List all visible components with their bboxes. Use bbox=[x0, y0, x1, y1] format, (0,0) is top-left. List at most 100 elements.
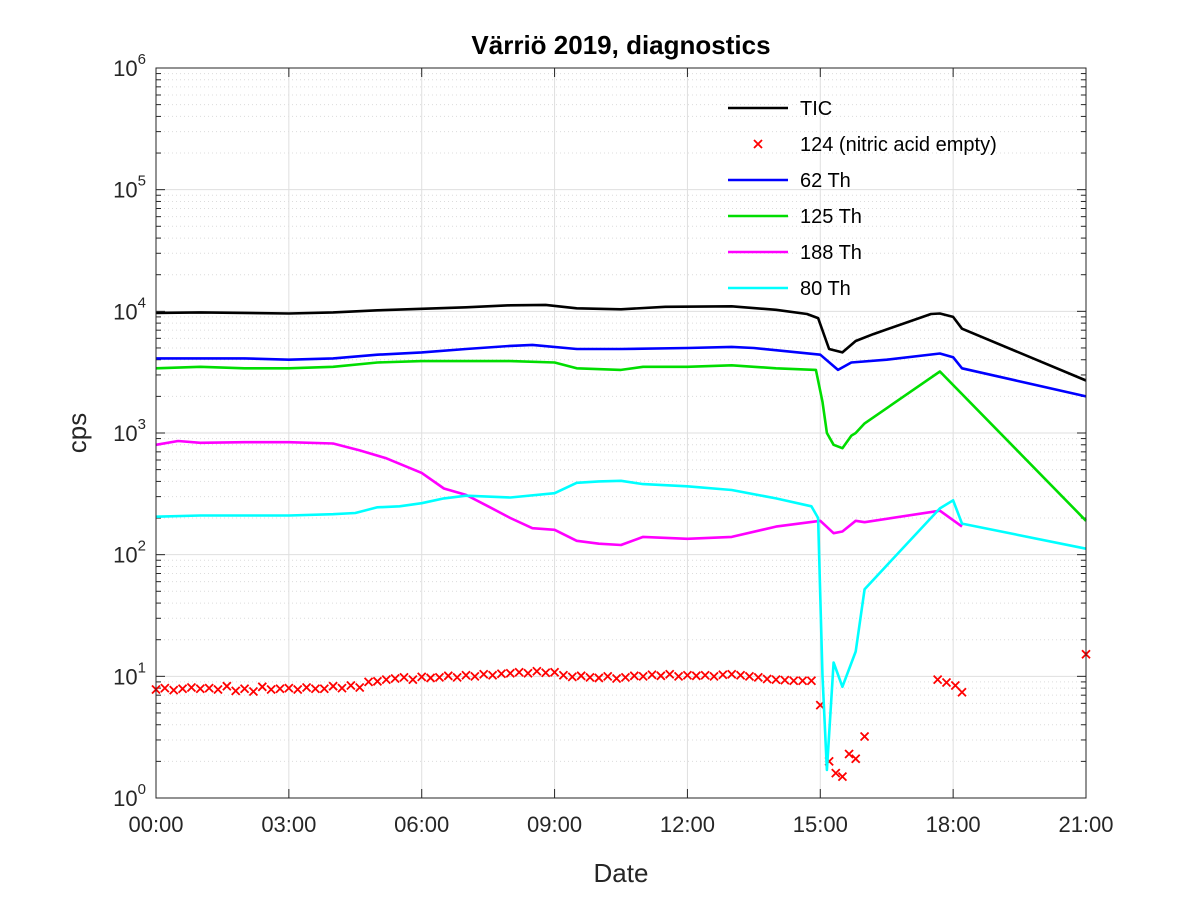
data-point bbox=[576, 671, 586, 681]
data-point bbox=[470, 671, 480, 681]
data-point bbox=[337, 683, 347, 693]
y-tick-label: 101 bbox=[113, 659, 146, 689]
chart-title: Värriö 2019, diagnostics bbox=[471, 30, 770, 60]
data-point bbox=[452, 672, 462, 683]
x-tick-label: 00:00 bbox=[128, 812, 183, 837]
data-point bbox=[629, 671, 639, 681]
legend-item-62-th: 62 Th bbox=[728, 170, 851, 192]
y-tick-base: 10 bbox=[113, 421, 137, 446]
series-line bbox=[155, 479, 1087, 772]
data-point bbox=[169, 685, 179, 695]
x-tick-label: 09:00 bbox=[527, 812, 582, 837]
data-point bbox=[505, 668, 515, 678]
data-point bbox=[957, 687, 967, 697]
data-point bbox=[933, 674, 943, 685]
y-tick-exponent: 4 bbox=[138, 294, 146, 311]
legend-label: 188 Th bbox=[800, 242, 862, 264]
data-point bbox=[532, 666, 542, 676]
x-tick-label: 15:00 bbox=[793, 812, 848, 837]
data-point bbox=[213, 684, 223, 695]
y-tick-label: 104 bbox=[113, 294, 146, 324]
legend-label: 62 Th bbox=[800, 170, 851, 192]
legend-item-tic: TIC bbox=[728, 98, 832, 120]
data-point bbox=[709, 671, 719, 681]
data-point bbox=[611, 673, 622, 684]
y-tick-base: 10 bbox=[113, 664, 137, 689]
data-point bbox=[319, 684, 329, 694]
data-point bbox=[496, 669, 507, 679]
data-point bbox=[647, 670, 657, 680]
data-point bbox=[585, 672, 595, 683]
series-line bbox=[156, 343, 1087, 398]
data-point bbox=[195, 684, 205, 694]
data-point bbox=[656, 671, 666, 681]
y-tick-label: 105 bbox=[113, 173, 146, 203]
data-point bbox=[941, 677, 952, 688]
y-tick-base: 10 bbox=[113, 543, 137, 568]
data-point bbox=[594, 673, 604, 683]
legend-swatch bbox=[753, 139, 763, 149]
data-point bbox=[851, 754, 861, 764]
data-point bbox=[248, 686, 259, 697]
legend-label: 124 (nitric acid empty) bbox=[800, 134, 997, 156]
data-point bbox=[682, 670, 693, 680]
series-line bbox=[155, 359, 1087, 522]
x-tick-label: 06:00 bbox=[394, 812, 449, 837]
series-188-th bbox=[155, 439, 963, 547]
y-tick-exponent: 0 bbox=[138, 781, 146, 798]
legend-item-125-th: 125 Th bbox=[728, 206, 862, 228]
y-tick-label: 106 bbox=[113, 51, 146, 81]
x-tick-label: 21:00 bbox=[1058, 812, 1113, 837]
data-point bbox=[487, 670, 498, 680]
x-tick-label: 03:00 bbox=[261, 812, 316, 837]
data-point bbox=[417, 672, 427, 682]
data-point bbox=[399, 672, 409, 683]
data-point bbox=[603, 671, 613, 681]
legend-label: 80 Th bbox=[800, 278, 851, 300]
y-tick-exponent: 6 bbox=[138, 51, 146, 68]
data-point bbox=[844, 749, 854, 759]
data-point bbox=[638, 671, 648, 681]
data-point bbox=[806, 676, 817, 686]
data-point bbox=[461, 670, 471, 680]
data-point bbox=[558, 670, 569, 680]
y-tick-exponent: 3 bbox=[138, 416, 146, 433]
data-point bbox=[735, 670, 746, 680]
data-point bbox=[831, 768, 841, 778]
y-tick-base: 10 bbox=[113, 178, 137, 203]
data-point bbox=[443, 671, 453, 681]
data-point bbox=[381, 674, 391, 685]
data-point bbox=[771, 674, 781, 685]
x-tick-label: 18:00 bbox=[926, 812, 981, 837]
data-point bbox=[186, 682, 197, 693]
data-point bbox=[797, 676, 808, 686]
series-layer bbox=[151, 303, 1091, 782]
x-tick-label: 12:00 bbox=[660, 812, 715, 837]
series-line bbox=[155, 303, 1087, 382]
series-tic bbox=[155, 303, 1087, 382]
y-tick-exponent: 1 bbox=[138, 659, 146, 676]
y-tick-label: 103 bbox=[113, 416, 146, 446]
legend-label: 125 Th bbox=[800, 206, 862, 228]
data-point bbox=[425, 673, 436, 683]
data-point bbox=[549, 667, 560, 677]
y-tick-label: 102 bbox=[113, 538, 146, 568]
legend-box bbox=[718, 88, 1070, 306]
y-tick-exponent: 2 bbox=[138, 538, 146, 555]
data-point bbox=[231, 686, 241, 696]
data-point bbox=[541, 668, 551, 678]
legend-label: TIC bbox=[800, 98, 832, 120]
data-point bbox=[673, 671, 684, 681]
y-tick-base: 10 bbox=[113, 299, 137, 324]
legend-item-80-th: 80 Th bbox=[728, 278, 851, 300]
data-point bbox=[239, 684, 250, 694]
y-tick-label: 100 bbox=[113, 781, 146, 811]
data-point bbox=[700, 670, 710, 680]
x-axis-title: Date bbox=[594, 858, 649, 888]
data-point bbox=[266, 684, 276, 695]
series-line bbox=[155, 439, 963, 547]
data-point bbox=[390, 673, 400, 684]
data-point bbox=[744, 671, 755, 681]
